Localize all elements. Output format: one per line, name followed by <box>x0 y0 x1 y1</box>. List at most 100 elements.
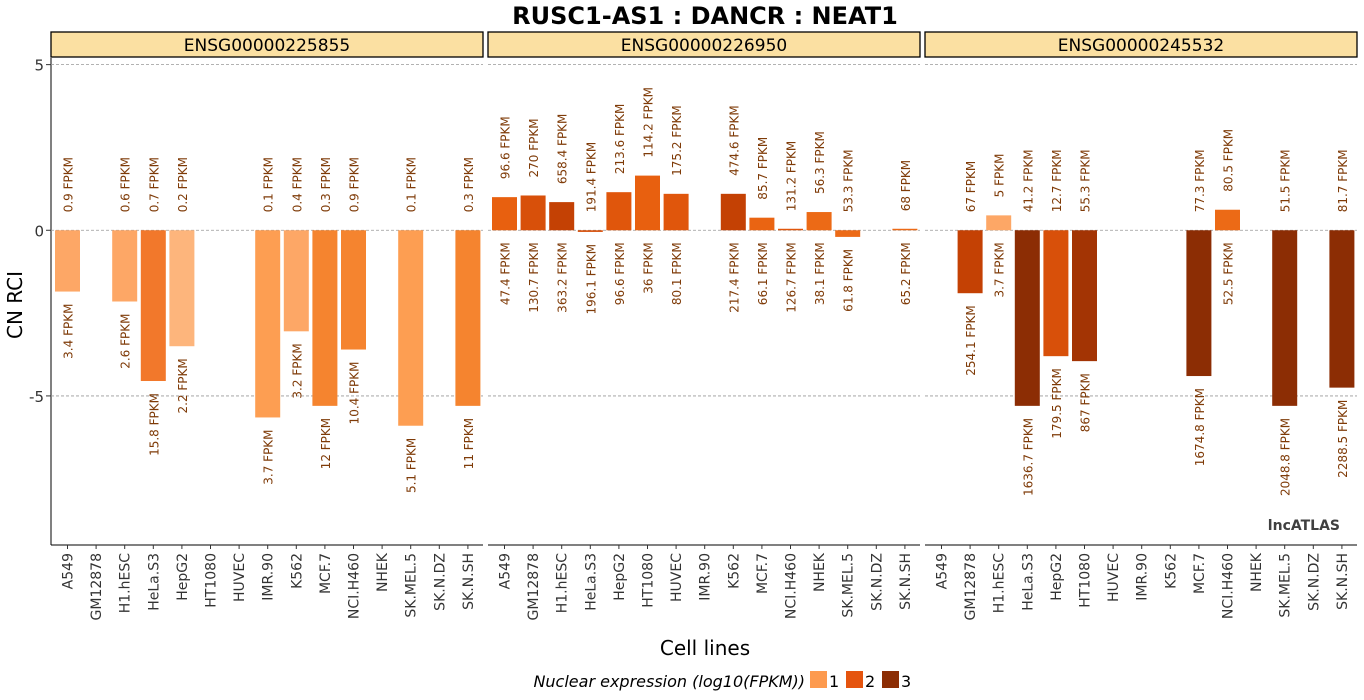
x-tick-label: GM12878 <box>963 553 979 620</box>
bar <box>398 230 424 426</box>
x-tick-label: SK.MEL.5 <box>841 553 857 618</box>
bar <box>635 175 660 231</box>
bar-label-top: 0.2 FPKM <box>176 157 190 212</box>
x-tick-label: HepG2 <box>175 553 191 601</box>
bar-label-top: 80.5 FPKM <box>1222 129 1236 192</box>
bar-label-bottom: 66.1 FPKM <box>756 242 770 305</box>
legend-label: 2 <box>865 672 875 691</box>
bar-label-top: 67 FPKM <box>964 161 978 212</box>
chart-title: RUSC1-AS1 : DANCR : NEAT1 <box>512 2 898 30</box>
x-tick-label: HeLa.S3 <box>1020 553 1036 611</box>
bar-label-bottom: 65.2 FPKM <box>899 242 913 305</box>
bar <box>1186 230 1212 377</box>
x-tick-label: HUVEC <box>232 553 248 602</box>
bar <box>986 215 1012 231</box>
bar <box>720 193 746 231</box>
bar-label-top: 213.6 FPKM <box>613 104 627 175</box>
x-tick-label: NHEK <box>1249 552 1265 592</box>
bar-label-top: 0.6 FPKM <box>119 157 133 212</box>
bar-label-top: 56.3 FPKM <box>813 131 827 194</box>
bar <box>455 230 481 406</box>
x-tick-label: GM12878 <box>526 553 542 620</box>
legend-label: 1 <box>829 672 839 691</box>
bar-label-bottom: 126.7 FPKM <box>785 242 799 313</box>
bar <box>255 230 281 418</box>
x-tick-label: HeLa.S3 <box>583 553 599 611</box>
facet-label: ENSG00000245532 <box>1058 36 1224 56</box>
x-tick-label: HepG2 <box>1049 553 1065 601</box>
bar-label-bottom: 47.4 FPKM <box>499 242 513 305</box>
bar-label-top: 0.7 FPKM <box>147 157 161 212</box>
x-tick-label: HT1080 <box>641 553 657 608</box>
y-axis-title: CN RCI <box>3 271 27 339</box>
bar <box>1329 230 1355 388</box>
bar-label-top: 41.2 FPKM <box>1021 149 1035 212</box>
bar-label-bottom: 80.1 FPKM <box>670 242 684 305</box>
x-tick-label: K562 <box>1163 553 1179 589</box>
bar-label-bottom: 2.6 FPKM <box>119 314 133 369</box>
bar <box>341 230 366 350</box>
bar-label-bottom: 254.1 FPKM <box>964 305 978 376</box>
legend-swatch <box>846 671 863 688</box>
bar-label-top: 12.7 FPKM <box>1050 149 1064 212</box>
facet-strip <box>487 31 921 58</box>
x-tick-label: HUVEC <box>1106 553 1122 602</box>
bar <box>606 192 632 231</box>
x-axis-title: Cell lines <box>660 636 750 660</box>
bar-label-bottom: 38.1 FPKM <box>813 242 827 305</box>
x-tick-label: HT1080 <box>1078 553 1094 608</box>
x-tick-label: SK.N.DZ <box>869 553 885 611</box>
x-tick-label: IMR.90 <box>1135 553 1151 601</box>
bar-label-bottom: 3.7 FPKM <box>993 242 1007 297</box>
bar-label-top: 0.4 FPKM <box>290 157 304 212</box>
bar <box>312 230 338 406</box>
x-tick-label: HT1080 <box>204 553 220 608</box>
bar-label-top: 0.9 FPKM <box>62 157 76 212</box>
x-tick-label: SK.N.SH <box>898 553 914 610</box>
bar-label-bottom: 1674.8 FPKM <box>1193 388 1207 466</box>
x-tick-label: NCI.H460 <box>784 553 800 619</box>
bar-label-top: 131.2 FPKM <box>785 141 799 212</box>
x-tick-label: NHEK <box>375 552 391 592</box>
bar-label-top: 474.6 FPKM <box>727 105 741 176</box>
bar <box>892 228 918 231</box>
x-tick-label: H1.hESC <box>118 553 134 613</box>
bar-label-bottom: 15.8 FPKM <box>147 393 161 456</box>
x-tick-label: A549 <box>935 553 951 589</box>
bar-label-bottom: 5.1 FPKM <box>405 438 419 493</box>
bar-label-bottom: 3.4 FPKM <box>62 304 76 359</box>
bar-label-bottom: 363.2 FPKM <box>556 242 570 313</box>
bar <box>520 195 546 231</box>
bar-label-top: 68 FPKM <box>899 160 913 211</box>
bar-label-top: 85.7 FPKM <box>756 137 770 200</box>
bar <box>112 230 138 302</box>
bar-label-bottom: 96.6 FPKM <box>613 242 627 305</box>
legend-title: Nuclear expression (log10(FPKM)) <box>533 672 805 691</box>
x-tick-label: GM12878 <box>89 553 105 620</box>
x-tick-label: H1.hESC <box>992 553 1008 613</box>
x-tick-label: HepG2 <box>612 553 628 601</box>
bar-label-bottom: 10.4 FPKM <box>348 362 362 425</box>
bar-label-top: 0.3 FPKM <box>319 157 333 212</box>
facet-strip <box>924 31 1358 58</box>
panel: ENSG00000245532 A549 GM12878 H1.hESC HeLa.S3… <box>924 31 1358 620</box>
bar-label-top: 658.4 FPKM <box>556 114 570 185</box>
bar-label-bottom: 52.5 FPKM <box>1222 242 1236 305</box>
bar-label-bottom: 2288.5 FPKM <box>1336 400 1350 478</box>
bar <box>55 230 80 292</box>
bar-label-top: 55.3 FPKM <box>1079 149 1093 212</box>
bar-label-top: 96.6 FPKM <box>499 116 513 179</box>
bar <box>1014 230 1040 406</box>
x-tick-label: HUVEC <box>669 553 685 602</box>
bar-label-bottom: 130.7 FPKM <box>527 242 541 313</box>
bar-label-top: 53.3 FPKM <box>842 149 856 212</box>
bar <box>1043 230 1069 357</box>
bar <box>835 230 861 237</box>
bar-label-bottom: 2.2 FPKM <box>176 358 190 413</box>
bar-label-top: 0.3 FPKM <box>462 157 476 212</box>
y-tick-label: -5 <box>29 388 44 406</box>
x-tick-label: NCI.H460 <box>347 553 363 619</box>
y-tick-label: 5 <box>34 57 44 75</box>
x-tick-label: NCI.H460 <box>1221 553 1237 619</box>
